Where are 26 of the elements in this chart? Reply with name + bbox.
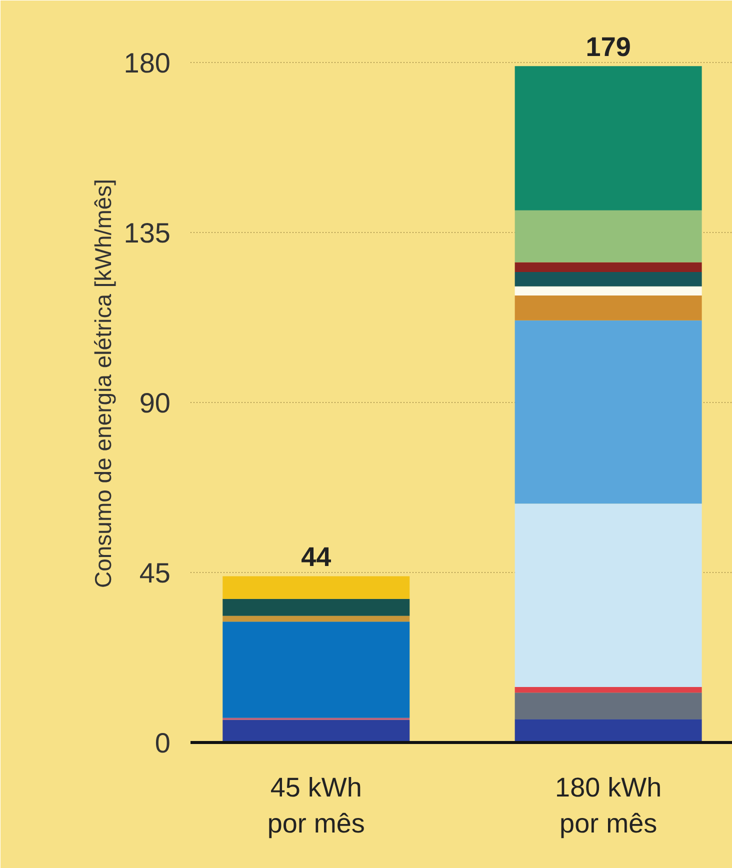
bar	[222, 598, 410, 616]
total-label: 44	[301, 542, 332, 572]
bar	[514, 320, 702, 504]
bar	[514, 66, 702, 210]
bar	[222, 576, 410, 599]
bar	[514, 210, 702, 262]
y-tick-label: 180	[124, 47, 170, 78]
x-tick-label: 180 kWh por mês	[555, 772, 662, 838]
bar	[514, 504, 702, 687]
bar	[222, 720, 410, 742]
bar	[514, 286, 702, 296]
y-axis-title: Consumo de energia elétrica [kWh/mês]	[90, 178, 116, 588]
y-tick-label: 135	[124, 217, 170, 248]
y-tick-label: 45	[139, 557, 171, 588]
total-label: 179	[586, 32, 631, 62]
bar	[514, 686, 702, 693]
bar	[514, 692, 702, 720]
y-tick-label: 90	[139, 387, 171, 418]
x-tick-label: 45 kWh por mês	[267, 772, 365, 838]
bar	[514, 719, 702, 742]
y-tick-label: 0	[154, 728, 171, 758]
bar	[514, 295, 702, 320]
bar	[222, 622, 410, 718]
bar	[514, 272, 702, 286]
bar	[222, 616, 410, 622]
bar	[514, 262, 702, 272]
